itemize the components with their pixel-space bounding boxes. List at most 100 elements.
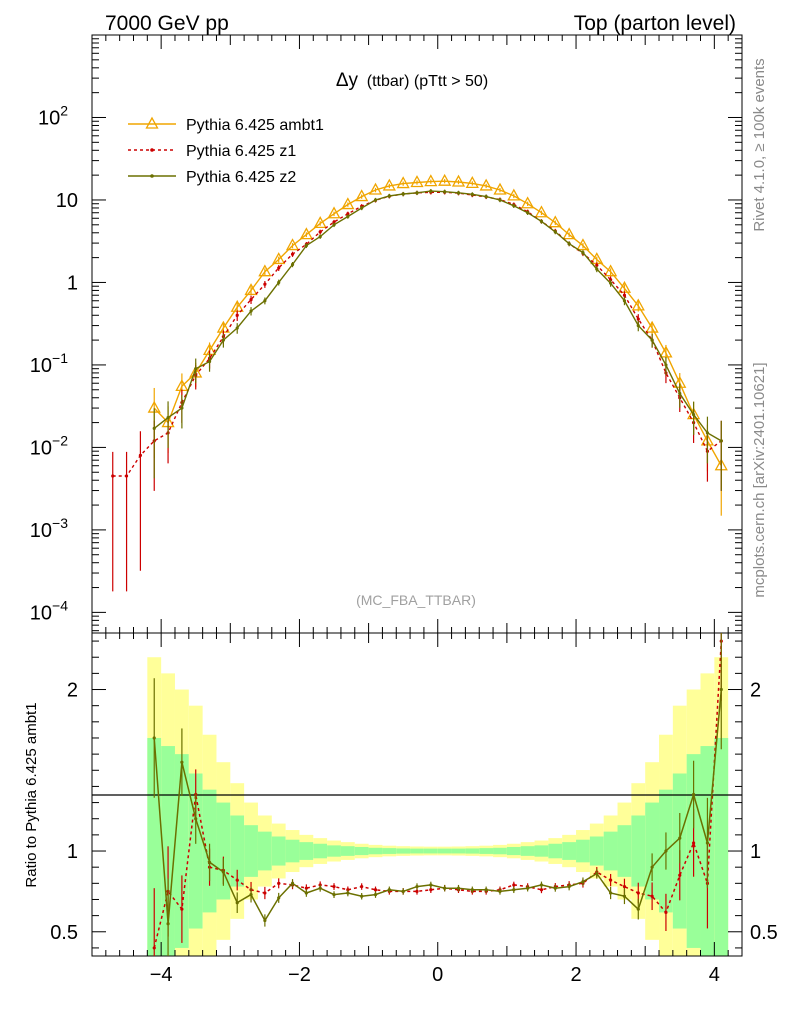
data-point [479, 178, 493, 191]
ratio-point [194, 817, 198, 821]
ratio-point [263, 891, 267, 895]
ratio-band-inner [271, 836, 286, 866]
ratio-point [484, 888, 488, 892]
data-point [355, 189, 369, 202]
data-point [678, 391, 682, 396]
ratio-point [373, 893, 378, 897]
ratio-band-inner [589, 836, 604, 866]
ratio-point [263, 918, 267, 923]
data-point [562, 227, 576, 240]
ratio-band-inner [285, 839, 300, 863]
ratio-point [539, 883, 544, 887]
ratio-point [207, 860, 212, 864]
ratio-series-1 [152, 633, 723, 956]
data-point [507, 188, 521, 201]
data-point [332, 223, 336, 227]
data-point [609, 281, 613, 285]
data-point [498, 198, 502, 202]
main-ytick-label: 102 [38, 102, 68, 129]
ratio-point [664, 910, 668, 914]
ratio-point [636, 907, 640, 911]
xtick-label: 4 [709, 964, 720, 986]
ratio-band-inner [327, 845, 341, 857]
data-point [180, 406, 184, 410]
data-point [521, 196, 535, 209]
process-label: Top (parton level) [574, 12, 736, 35]
ratio-ytick-label: 0.5 [50, 922, 78, 944]
plot-title: Δy (ttbar) (pTtt > 50) [336, 70, 488, 91]
ratio-point [678, 873, 682, 877]
data-point [465, 176, 479, 189]
ratio-band-inner [506, 846, 521, 856]
data-point [636, 323, 640, 328]
ratio-point [609, 878, 613, 882]
ratio-point [526, 886, 530, 890]
data-point [401, 192, 405, 196]
ratio-band-inner [354, 846, 369, 856]
data-point [327, 206, 341, 219]
ratio-band-inner [257, 831, 272, 871]
ratio-point [429, 888, 433, 892]
ratio-point [664, 849, 668, 853]
ratio-band-inner [603, 831, 618, 871]
data-point [595, 263, 599, 267]
ratio-point [650, 865, 654, 869]
ratio-point [539, 888, 544, 892]
data-point [277, 280, 281, 285]
legend-label: Pythia 6.425 z1 [186, 143, 296, 160]
data-point [493, 182, 507, 195]
data-point [249, 297, 253, 302]
data-point [451, 174, 466, 187]
ratio-point [622, 894, 627, 898]
ratio-point [719, 687, 723, 692]
data-point [360, 206, 364, 210]
ratio-point [512, 888, 516, 892]
ratio-band-inner [548, 843, 563, 859]
data-point [387, 194, 391, 198]
ratio-point [429, 883, 433, 887]
main-ytick-label: 10−3 [30, 515, 68, 542]
data-point [244, 283, 258, 296]
data-point [576, 238, 590, 251]
ratio-point [498, 889, 502, 894]
watermark: (MC_FBA_TTBAR) [356, 592, 476, 608]
data-point [111, 474, 115, 478]
data-point [341, 197, 355, 210]
ratio-band-inner [396, 848, 411, 854]
data-point [410, 175, 424, 188]
ratio-band-inner [216, 802, 231, 900]
xtick-label: 0 [432, 964, 443, 986]
energy-label: 7000 GeV pp [105, 12, 229, 35]
ratio-band-inner [410, 848, 424, 854]
data-point [604, 264, 618, 277]
data-point [534, 205, 549, 218]
legend-marker [150, 174, 154, 178]
ratio-band-inner [520, 846, 535, 856]
data-point [263, 299, 267, 303]
ratio-point [415, 889, 419, 894]
ratio-point [622, 884, 627, 889]
data-point [194, 367, 198, 371]
ratio-point [705, 841, 710, 845]
data-point [368, 182, 383, 195]
ratio-point [290, 881, 295, 885]
ratio-point [650, 894, 654, 898]
xtick-label: −4 [150, 964, 173, 986]
ratio-point [470, 888, 474, 892]
legend: Pythia 6.425 ambt1 Pythia 6.425 z1 Pythia … [128, 116, 324, 186]
ratio-point [235, 878, 239, 882]
ratio-point [304, 886, 308, 890]
ratio-band-inner [244, 825, 258, 877]
data-point [249, 309, 253, 313]
ratio-point [152, 736, 156, 740]
data-point [553, 230, 557, 234]
data-point [512, 204, 516, 208]
ratio-point [360, 884, 364, 889]
data-point [415, 191, 419, 195]
data-point [470, 192, 474, 196]
data-point [207, 359, 212, 364]
main-ytick-label: 1 [67, 272, 78, 294]
ratio-band-inner [534, 845, 549, 857]
series-2 [152, 189, 723, 491]
ratio-ylabel: Ratio to Pythia 6.425 ambt1 [23, 702, 40, 887]
